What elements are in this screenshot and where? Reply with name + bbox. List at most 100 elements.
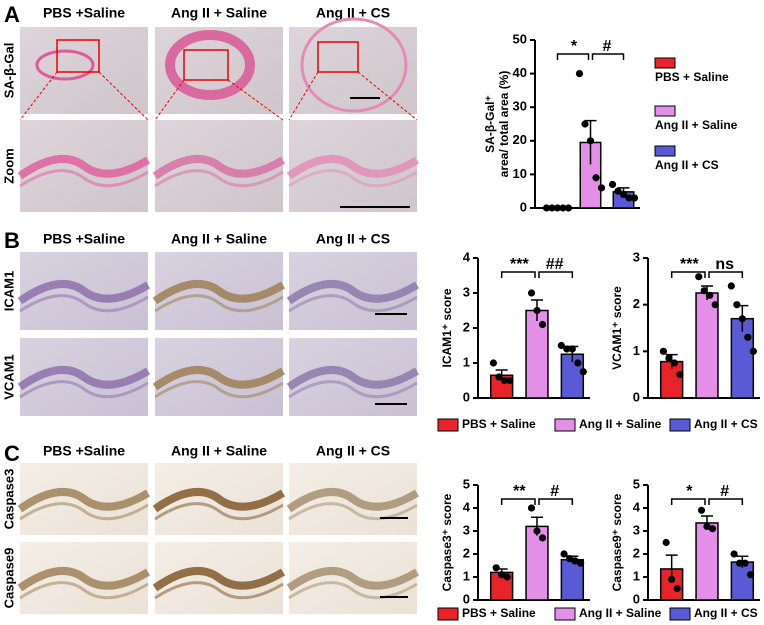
legend-label: Ang II + CS (655, 158, 719, 172)
data-point (489, 359, 498, 367)
column-title: Ang II + Saline (171, 5, 267, 21)
vessel-wall (152, 280, 286, 305)
legend-swatch (554, 607, 576, 621)
y-tick-label: 1 (463, 354, 470, 369)
data-point (668, 575, 676, 583)
significance-label: *** (510, 256, 529, 273)
significance-bracket (538, 271, 574, 278)
data-point (548, 204, 556, 212)
legend-label: Ang II + CS (694, 417, 758, 431)
y-tick-label: 1 (633, 343, 640, 358)
vessel-wall (286, 280, 420, 305)
zoom-guide (98, 71, 149, 121)
data-point (730, 550, 738, 558)
column-title: PBS +Saline (43, 443, 125, 459)
data-point (695, 273, 703, 281)
y-tick-label: 0 (633, 389, 640, 404)
data-point (533, 306, 541, 315)
vessel-wall (17, 155, 151, 180)
legend-label: PBS + Saline (462, 606, 536, 620)
data-point (586, 137, 595, 145)
y-tick-label: 0 (633, 591, 640, 606)
data-point (571, 557, 579, 565)
significance-bracket (708, 271, 744, 278)
data-point (741, 559, 749, 567)
data-point (673, 584, 681, 593)
y-tick-label: 3 (463, 522, 470, 537)
data-point (711, 301, 719, 309)
significance-label: * (686, 483, 693, 500)
column-title: Ang II + Saline (171, 231, 267, 247)
significance-bracket (670, 498, 706, 505)
y-tick-label: 0 (463, 389, 470, 404)
vessel-wall (288, 502, 418, 521)
vessel-wall (152, 567, 286, 592)
vessel-wall (286, 567, 420, 592)
y-tick-label: 4 (633, 499, 641, 514)
data-point (608, 180, 617, 189)
y-tick-label: 20 (513, 132, 527, 147)
row-label: ICAM1 (1, 271, 16, 311)
column-title: Ang II + CS (316, 5, 390, 21)
y-tick-label: 3 (633, 249, 640, 264)
data-point (670, 359, 679, 367)
legend-label: Ang II + CS (694, 606, 758, 620)
vessel-section (165, 30, 255, 100)
significance-label: # (550, 483, 559, 500)
data-point (733, 301, 741, 309)
vessel-wall (154, 581, 284, 600)
zoom-box (317, 41, 359, 73)
vessel-wall (19, 294, 149, 313)
y-axis-label: Caspase9⁺ score (610, 493, 624, 591)
y-tick-label: 1 (463, 568, 470, 583)
error-bar (701, 285, 713, 300)
y-tick-label: 50 (513, 31, 527, 46)
data-point (564, 204, 573, 212)
panel-letter: C (4, 441, 20, 466)
legend-swatch (669, 418, 691, 432)
data-point (563, 345, 571, 353)
data-point (568, 345, 576, 353)
y-tick-label: 5 (463, 476, 470, 491)
data-point (700, 287, 708, 295)
legend-swatch (669, 607, 691, 621)
data-point (498, 571, 506, 579)
panel-letter: A (4, 2, 20, 27)
significance-label: # (720, 483, 729, 500)
column-title: PBS +Saline (43, 231, 125, 247)
significance-bracket (708, 498, 744, 505)
data-point (665, 354, 673, 362)
vessel-wall (288, 294, 418, 313)
zoom-box (56, 39, 100, 73)
data-point (579, 368, 587, 376)
data-point (560, 550, 568, 558)
column-title: Ang II + Saline (171, 443, 267, 459)
data-point (527, 289, 536, 297)
column-title: PBS +Saline (43, 5, 125, 21)
data-point (574, 359, 582, 367)
histology-image (155, 27, 283, 114)
vessel-wall (286, 366, 420, 391)
data-point (503, 573, 511, 581)
y-tick-label: 4 (463, 249, 471, 264)
column-title: Ang II + CS (316, 231, 390, 247)
vessel-wall (17, 366, 151, 391)
data-point (706, 291, 714, 299)
data-point (557, 341, 565, 350)
row-label: VCAM1 (1, 354, 16, 400)
vessel-wall (19, 169, 149, 188)
column-title: Ang II + CS (316, 443, 390, 459)
data-point (575, 70, 584, 78)
data-point (749, 347, 757, 355)
data-point (746, 571, 755, 579)
y-tick-label: 10 (513, 166, 527, 181)
vessel-wall (152, 155, 286, 180)
y-tick-label: 3 (633, 522, 640, 537)
zoom-guide (227, 79, 284, 121)
data-point (538, 534, 547, 542)
vessel-wall (17, 488, 151, 513)
vessel-wall (288, 581, 418, 600)
y-axis-label: VCAM1⁺ score (610, 286, 624, 370)
data-point (592, 174, 600, 182)
